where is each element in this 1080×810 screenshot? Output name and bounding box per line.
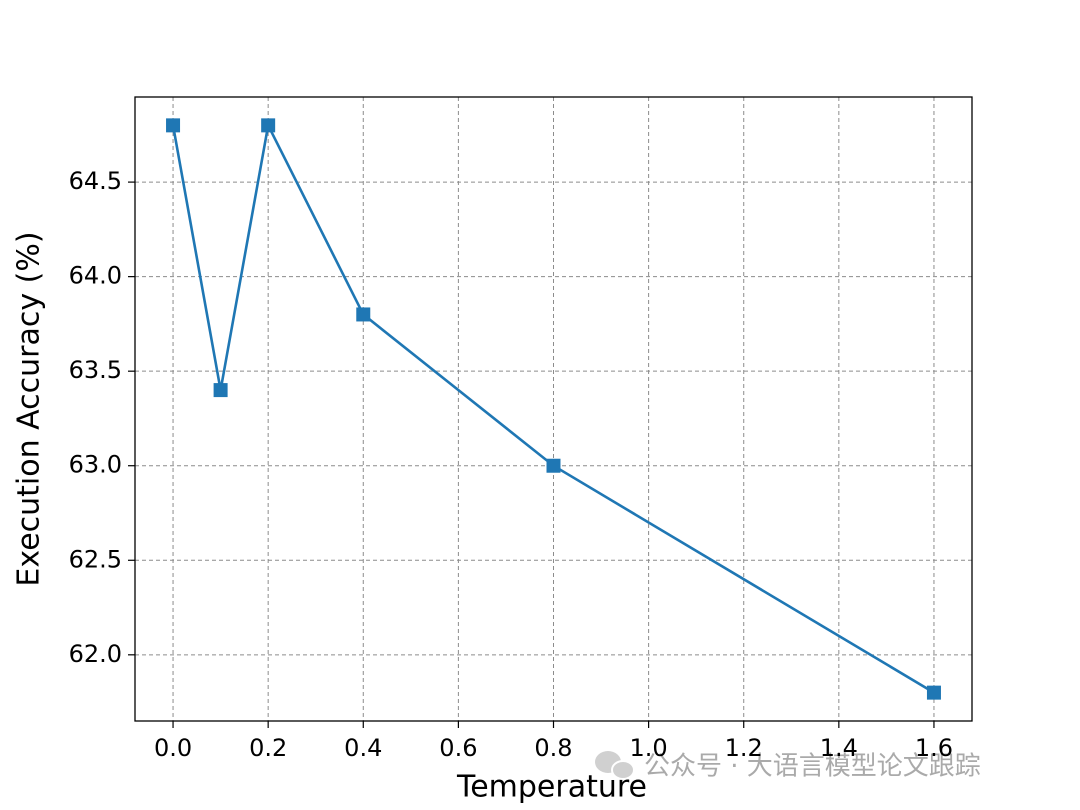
y-tick-label: 62.5 bbox=[69, 545, 122, 573]
x-axis-label: Temperature bbox=[456, 770, 647, 805]
watermark-icon bbox=[595, 751, 635, 780]
data-point bbox=[546, 458, 561, 473]
x-tick-label: 1.4 bbox=[820, 734, 858, 762]
data-point bbox=[926, 685, 941, 700]
data-point bbox=[213, 383, 228, 398]
x-tick-label: 0.2 bbox=[249, 734, 287, 762]
watermark: 公众号 · 大语言模型论文跟踪 bbox=[644, 752, 981, 782]
y-tick-label: 64.5 bbox=[69, 167, 122, 195]
x-tick-label: 0.8 bbox=[534, 734, 572, 762]
x-tick-label: 1.0 bbox=[630, 734, 668, 762]
data-point bbox=[356, 307, 371, 322]
y-tick-label: 62.0 bbox=[69, 640, 122, 668]
data-point bbox=[261, 118, 276, 133]
plot-area bbox=[135, 97, 972, 721]
x-tick-label: 0.4 bbox=[344, 734, 382, 762]
data-point bbox=[166, 118, 181, 133]
x-tick-label: 0.0 bbox=[154, 734, 192, 762]
y-axis-label: Execution Accuracy (%) bbox=[12, 231, 47, 586]
x-tick-label: 0.6 bbox=[439, 734, 477, 762]
x-tick-label: 1.2 bbox=[725, 734, 763, 762]
x-tick-label: 1.6 bbox=[915, 734, 953, 762]
series-line bbox=[171, 121, 935, 694]
y-tick-label: 64.0 bbox=[69, 262, 122, 290]
y-tick-label: 63.0 bbox=[69, 451, 122, 479]
y-tick-label: 63.5 bbox=[69, 356, 122, 384]
